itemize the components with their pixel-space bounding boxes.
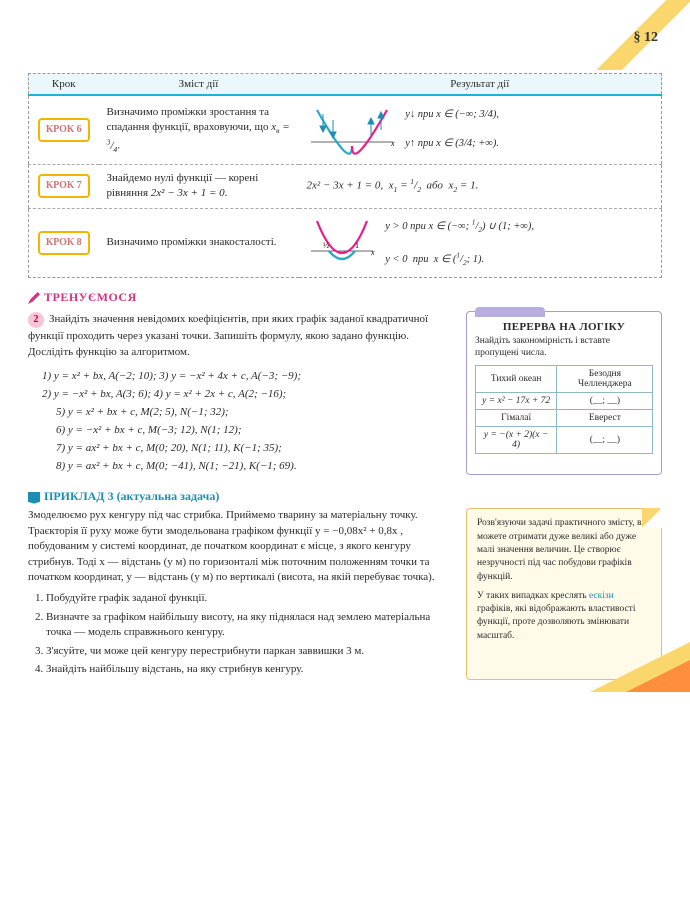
logic-cell: Еверест <box>557 410 653 427</box>
list-item: 6) y = −x² + bx + c, M(−3; 12), N(1; 12)… <box>56 421 456 439</box>
svg-text:½: ½ <box>323 241 329 250</box>
exercise-prompt: Знайдіть значення невідомих коефіцієнтів… <box>28 313 428 358</box>
logic-cell: Безодня Челленджера <box>557 366 653 393</box>
step-result: 2x² − 3x + 1 = 0, x1 = 1/2 або x2 = 1. <box>299 165 662 209</box>
result-line: y↑ при x ∈ (3/4; +∞). <box>405 138 499 149</box>
table-row: КРОК 8 Визначимо проміжки знакосталості.… <box>29 208 662 277</box>
parabola-icon: x <box>307 102 397 158</box>
book-icon <box>28 492 40 504</box>
step-result: ½ 1 x y > 0 при x ∈ (−∞; 1/2) ∪ (1; +∞),… <box>299 208 662 277</box>
col-desc: Зміст дії <box>99 74 299 96</box>
pencil-icon <box>28 292 40 304</box>
list-item: 2) y = −x² + bx, A(3; 6); 4) y = x² + 2x… <box>42 385 456 403</box>
exercise-number: 2 <box>28 312 44 328</box>
task-item: Знайдіть найбільшу відстань, на яку стри… <box>46 662 456 677</box>
list-item: 1) y = x² + bx, A(−2; 10); 3) y = −x² + … <box>42 367 456 385</box>
step-desc: Визначимо проміжки зростання та спадання… <box>99 95 299 165</box>
parabola-icon: ½ 1 x <box>307 215 377 271</box>
fold-corner-icon <box>642 508 662 528</box>
logic-table: Тихий океанБезодня Челленджера y = x² − … <box>475 365 653 454</box>
logic-cell: Тихий океан <box>475 366 557 393</box>
step-badge: КРОК 6 <box>38 118 90 142</box>
logic-cell: Гімалаї <box>475 410 557 427</box>
col-result: Результат дії <box>299 74 662 96</box>
sidebar-title: ПЕРЕРВА НА ЛОГІКУ <box>467 317 661 335</box>
step-badge: КРОК 7 <box>38 174 90 198</box>
col-krok: Крок <box>29 74 99 96</box>
svg-text:x: x <box>370 248 375 257</box>
result-line: y↓ при x ∈ (−∞; 3/4), <box>405 109 499 120</box>
step-desc: Визначимо проміжки знакосталості. <box>99 208 299 277</box>
logic-cell: (__; __) <box>557 393 653 410</box>
example3-text: Змоделюємо рух кенгуру під час стрибка. … <box>28 509 435 583</box>
corner-decoration-bottom <box>570 632 690 692</box>
logic-sidebar: ПЕРЕРВА НА ЛОГІКУ Знайдіть закономірніст… <box>466 311 662 476</box>
svg-text:x: x <box>390 139 395 148</box>
example3-heading: ПРИКЛАД 3 (актуальна задача) <box>28 489 662 504</box>
step-desc: Знайдемо нулі функції — корені рівняння … <box>99 165 299 209</box>
task-item: З'ясуйте, чи може цей кенгуру перестрибн… <box>46 644 456 659</box>
step-badge: КРОК 8 <box>38 231 90 255</box>
section-number: § 12 <box>634 30 659 46</box>
note-paragraph: Розв'язуючи задачі практичного змісту, в… <box>477 517 651 583</box>
list-item: 5) y = x² + bx + c, M(2; 5), N(−1; 32); <box>56 403 456 421</box>
sidebar-tab <box>475 307 545 317</box>
sidebar-subtitle: Знайдіть закономірність і вставте пропущ… <box>467 335 661 364</box>
list-item: 7) y = ax² + bx + c, M(0; 20), N(1; 11),… <box>56 439 456 457</box>
svg-text:1: 1 <box>355 241 359 250</box>
list-item: 8) y = ax² + bx + c, M(0; −41), N(1; −21… <box>56 457 456 475</box>
steps-table: Крок Зміст дії Результат дії КРОК 6 Визн… <box>28 73 662 278</box>
task-item: Визначте за графіком найбільшу висоту, н… <box>46 610 456 641</box>
table-row: КРОК 6 Визначимо проміжки зростання та с… <box>29 95 662 165</box>
table-row: КРОК 7 Знайдемо нулі функції — корені рі… <box>29 165 662 209</box>
logic-cell: y = −(x + 2)(x − 4) <box>475 427 557 454</box>
logic-cell: y = x² − 17x + 72 <box>475 393 557 410</box>
step-result: x y↓ при x ∈ (−∞; 3/4), y↑ при x ∈ (3/4;… <box>299 95 662 165</box>
task-item: Побудуйте графік заданої функції. <box>46 591 456 606</box>
logic-cell: (__; __) <box>557 427 653 454</box>
section-train-title: ТРЕНУЄМОСЯ <box>28 290 662 305</box>
example3-body: Змоделюємо рух кенгуру під час стрибка. … <box>28 508 456 680</box>
exercise-list: 1) y = x² + bx, A(−2; 10); 3) y = −x² + … <box>42 367 456 476</box>
